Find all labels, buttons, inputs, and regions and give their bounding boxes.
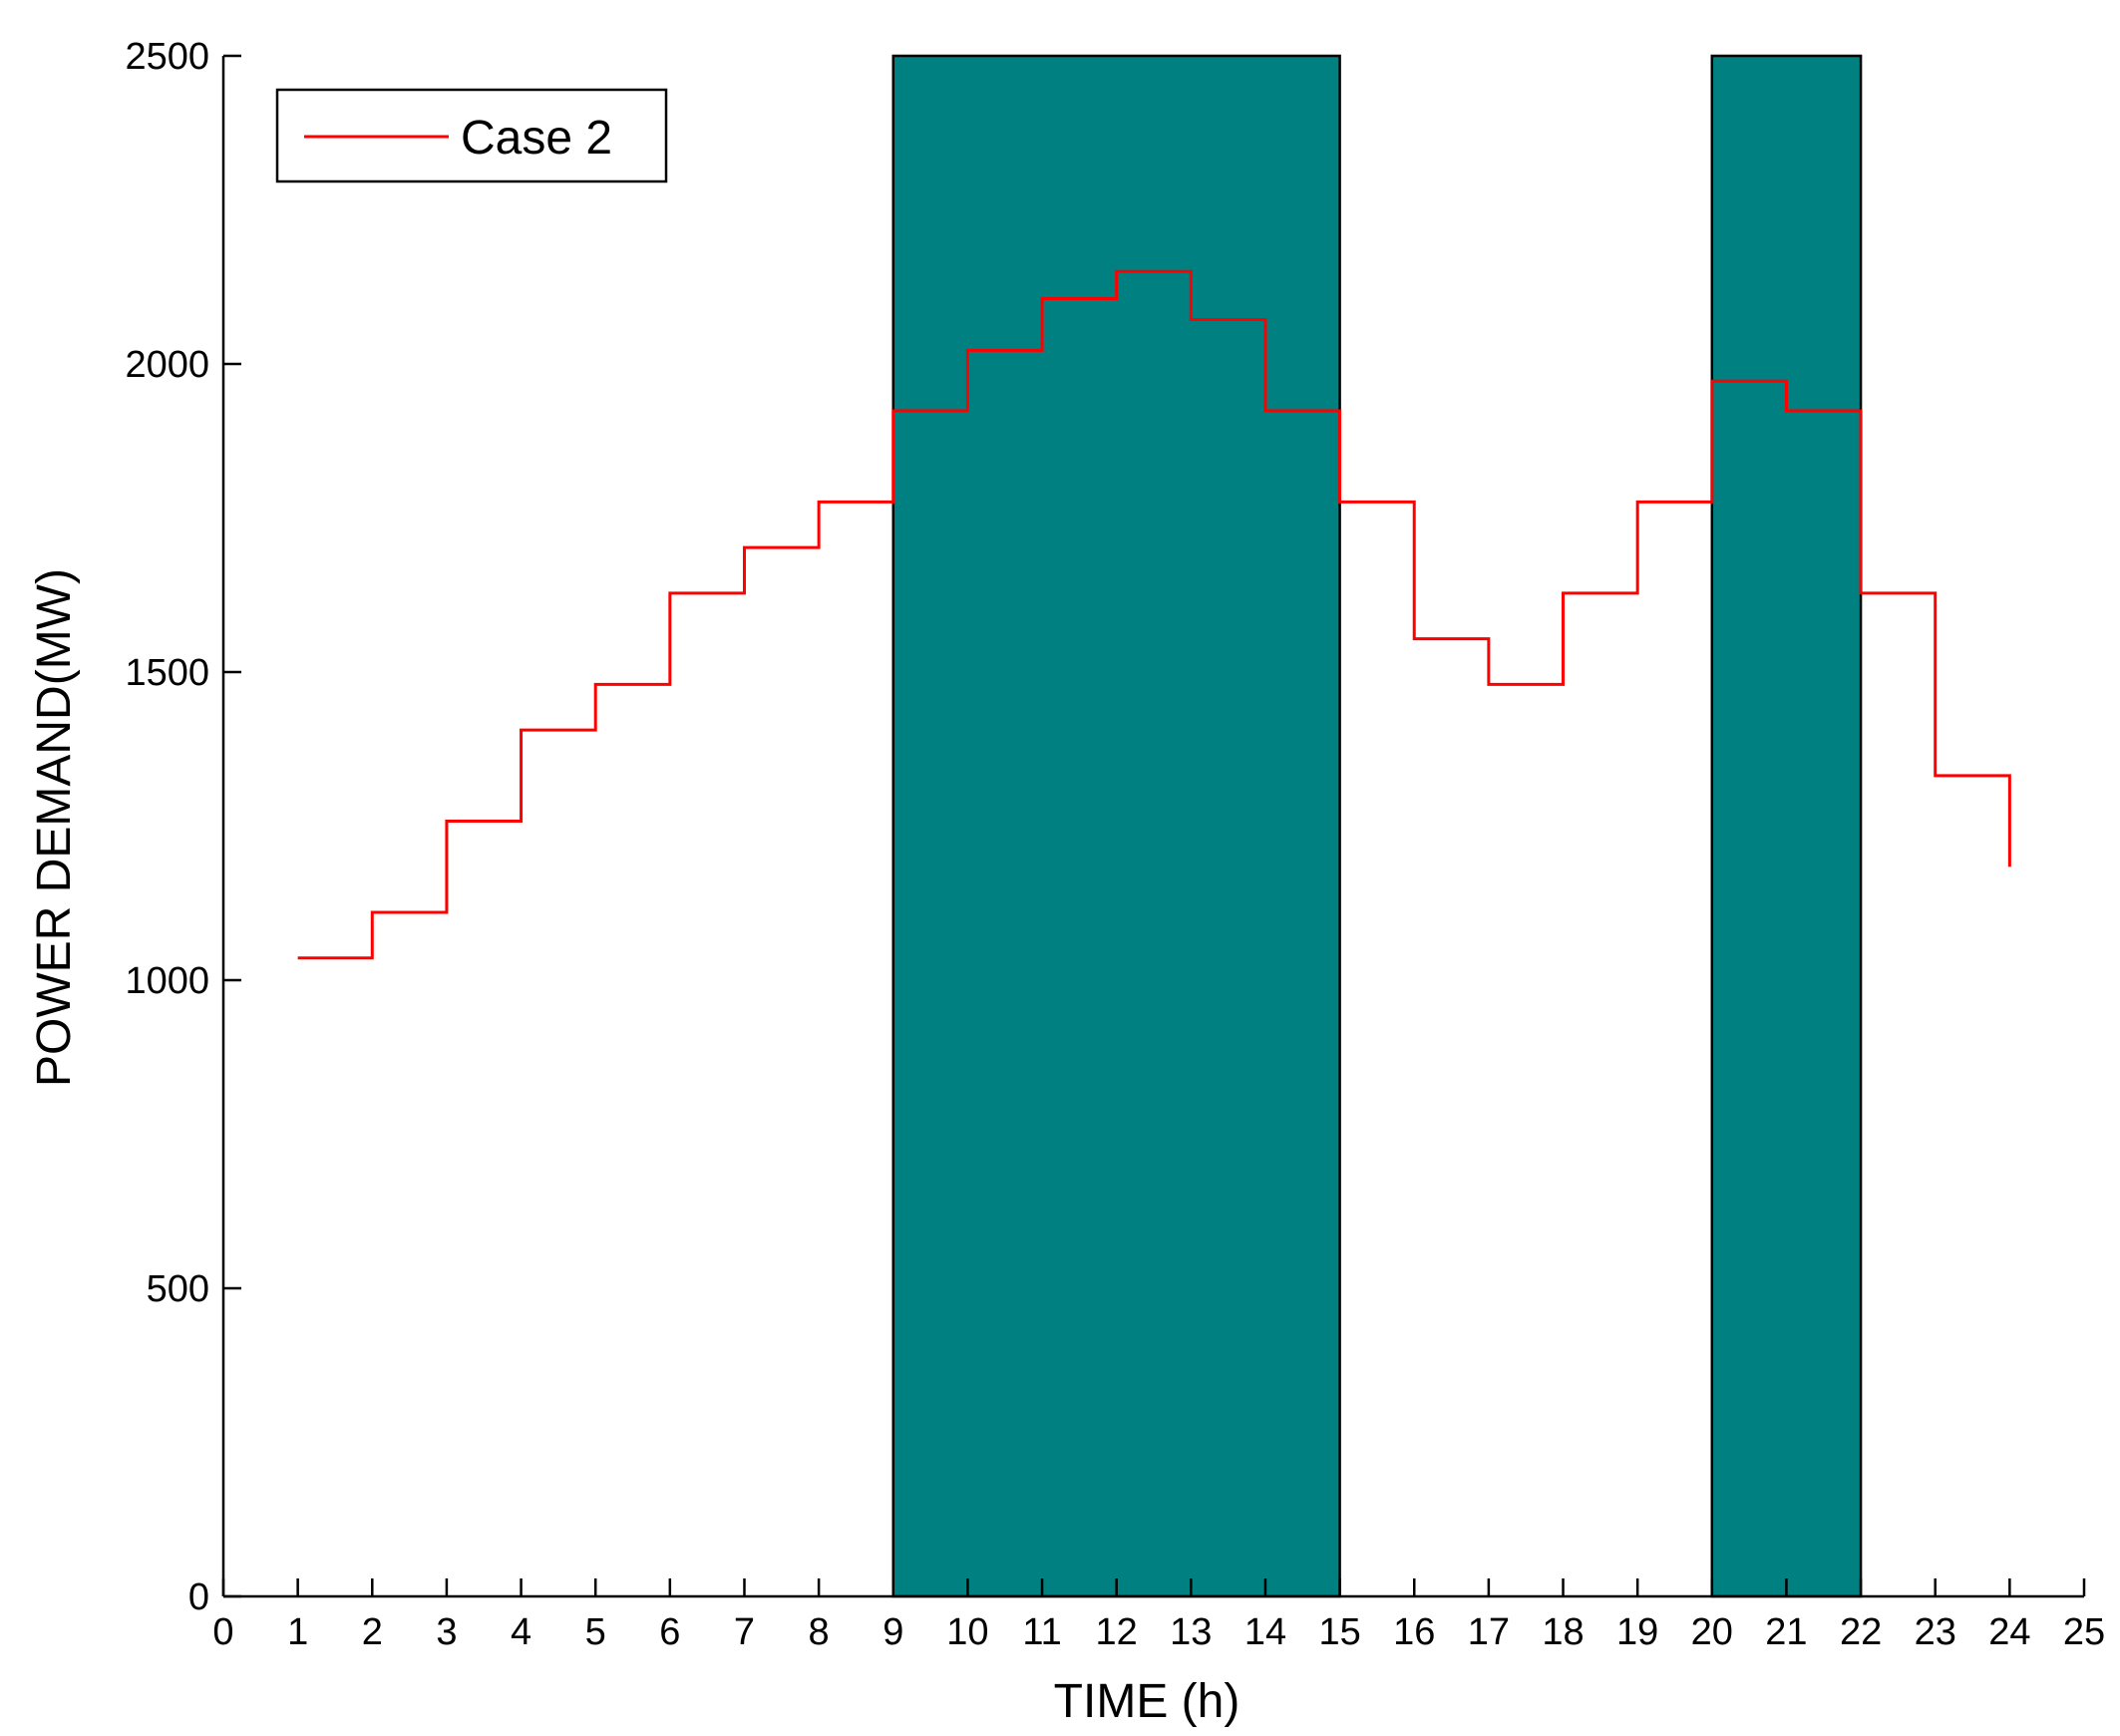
y-tick-label: 2500 <box>125 36 209 78</box>
x-axis-label: TIME (h) <box>1054 1675 1240 1728</box>
x-tick-label: 1 <box>287 1611 308 1653</box>
series-lines <box>297 269 2011 960</box>
shaded-region-1 <box>891 54 1341 1598</box>
x-tick-label: 21 <box>1765 1611 1807 1653</box>
x-tick-label: 13 <box>1170 1611 1212 1653</box>
legend: Case 2 <box>275 88 668 183</box>
x-tick-label: 15 <box>1318 1611 1360 1653</box>
shaded-region-2 <box>1710 54 1863 1598</box>
y-tick-label: 0 <box>188 1576 209 1618</box>
x-tick-label: 18 <box>1542 1611 1584 1653</box>
x-tick-label: 6 <box>659 1611 680 1653</box>
x-tick-label: 23 <box>1915 1611 1956 1653</box>
x-tick-label: 9 <box>883 1611 903 1653</box>
x-tick-label: 4 <box>511 1611 531 1653</box>
x-tick-label: 24 <box>1988 1611 2030 1653</box>
x-tick-label: 2 <box>362 1611 383 1653</box>
x-tick-label: 0 <box>212 1611 233 1653</box>
x-tick-label: 25 <box>2063 1611 2105 1653</box>
shaded-regions <box>891 54 1863 1598</box>
y-tick-label: 1500 <box>125 652 209 694</box>
x-tick-label: 10 <box>946 1611 988 1653</box>
x-tick-label: 3 <box>436 1611 457 1653</box>
y-ticks: 0 500 1000 1500 2000 2500 <box>125 36 241 1618</box>
x-tick-label: 19 <box>1616 1611 1658 1653</box>
legend-label-case-2: Case 2 <box>461 112 612 165</box>
x-tick-label: 7 <box>734 1611 755 1653</box>
x-tick-label: 16 <box>1393 1611 1435 1653</box>
y-tick-label: 500 <box>147 1268 209 1310</box>
y-tick-label: 2000 <box>125 344 209 386</box>
y-axis-label: POWER DEMAND(MW) <box>28 568 81 1087</box>
y-tick-label: 1000 <box>125 960 209 1002</box>
x-tick-label: 12 <box>1096 1611 1138 1653</box>
x-tick-label: 17 <box>1468 1611 1510 1653</box>
x-tick-label: 20 <box>1691 1611 1733 1653</box>
series-line-case-2 <box>297 269 2011 960</box>
x-tick-label: 8 <box>809 1611 830 1653</box>
x-tick-label: 5 <box>585 1611 606 1653</box>
x-tick-label: 22 <box>1840 1611 1882 1653</box>
x-tick-label: 11 <box>1022 1611 1061 1653</box>
x-ticks: 0 1 2 3 4 5 6 7 8 9 10 11 12 13 14 15 16 17 18 19 20 21 22 23 24… <box>212 1578 2105 1653</box>
x-tick-label: 14 <box>1244 1611 1286 1653</box>
axes <box>221 56 2084 1598</box>
